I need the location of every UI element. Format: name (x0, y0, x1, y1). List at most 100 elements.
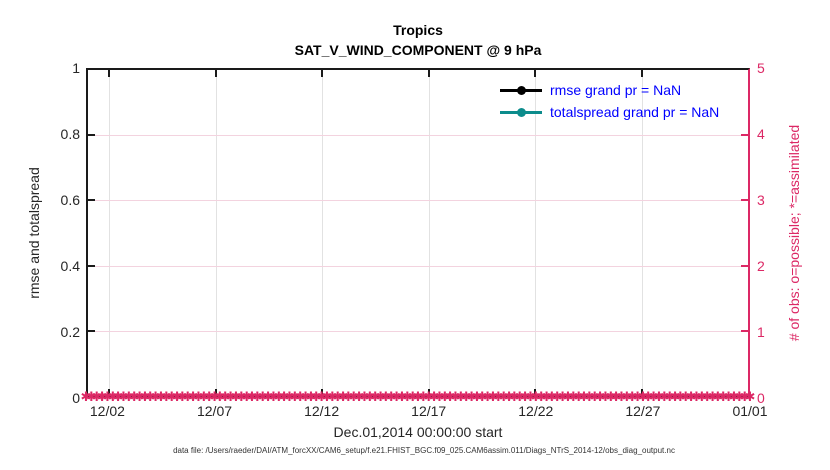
y-right-tick-label: 5 (757, 60, 765, 76)
obs-marker: ✱ (294, 390, 306, 405)
obs-marker: ✱ (567, 390, 579, 405)
obs-marker: ✱ (701, 390, 713, 405)
obs-marker: ✱ (583, 390, 595, 405)
obs-marker: ✱ (455, 390, 467, 405)
obs-marker: ✱ (358, 390, 370, 405)
obs-marker: ✱ (508, 390, 520, 405)
obs-marker-band: ✱ ✱ ✱ ✱ ✱ ✱ ✱ ✱ ✱ ✱ ✱ ✱ ✱ ✱ ✱ ✱ ✱ ✱ ✱ ✱ ✱ ✱ ✱ ✱ ✱ ✱ ✱ ✱ ✱ ✱ ✱ ✱ ✱ ✱ ✱ ✱ ✱ ✱ ✱ ✱… (80, 390, 756, 406)
x-tick-label: 12/22 (518, 403, 554, 419)
obs-marker: ✱ (160, 390, 172, 405)
obs-marker: ✱ (241, 390, 253, 405)
obs-marker: ✱ (637, 390, 649, 405)
obs-marker: ✱ (101, 390, 113, 405)
obs-marker: ✱ (96, 390, 108, 405)
obs-marker: ✱ (733, 390, 745, 405)
y-left-tick-label: 0.4 (60, 258, 80, 274)
obs-marker: ✱ (246, 390, 258, 405)
y-right-tick-label: 2 (757, 258, 765, 274)
obs-marker: ✱ (219, 390, 231, 405)
obs-marker: ✱ (187, 390, 199, 405)
obs-marker: ✱ (80, 390, 92, 405)
obs-marker: ✱ (696, 390, 708, 405)
obs-marker: ✱ (257, 390, 269, 405)
obs-marker: ✱ (562, 390, 574, 405)
obs-marker: ✱ (91, 390, 103, 405)
obs-marker: ✱ (375, 390, 386, 405)
y-tick-mark-left (88, 264, 95, 267)
obs-marker: ✱ (128, 390, 140, 405)
vertical-gridline (428, 70, 430, 396)
obs-marker: ✱ (123, 390, 135, 405)
obs-marker: ✱ (530, 390, 542, 405)
y-tick-mark-left (88, 134, 95, 137)
y-tick-mark-right (741, 329, 748, 332)
obs-marker: ✱ (182, 390, 194, 405)
obs-marker: ✱ (107, 390, 119, 405)
obs-marker: ✱ (112, 390, 124, 405)
obs-marker: ✱ (396, 390, 408, 405)
obs-marker: ✱ (321, 390, 333, 405)
obs-marker: ✱ (267, 390, 279, 405)
x-tick-mark-bottom (108, 389, 111, 396)
obs-marker: ✱ (723, 390, 735, 405)
y-left-tick-label: 1 (72, 60, 80, 76)
y-left-tick-label: 0 (72, 390, 80, 406)
x-tick-label: 01/01 (732, 403, 768, 419)
horizontal-gridline (88, 330, 748, 332)
y-right-tick-label: 0 (757, 390, 765, 406)
obs-marker: ✱ (273, 390, 285, 405)
obs-marker: ✱ (433, 390, 445, 405)
obs-marker: ✱ (171, 390, 183, 405)
legend-item: rmse grand pr = NaN (500, 79, 719, 101)
plot-title: Tropics (393, 22, 443, 38)
obs-marker: ✱ (460, 390, 472, 405)
obs-marker: ✱ (150, 390, 162, 405)
obs-marker: ✱ (337, 390, 349, 405)
obs-marker: ✱ (353, 390, 365, 405)
obs-marker: ✱ (728, 390, 740, 405)
obs-marker: ✱ (385, 390, 397, 405)
obs-marker: ✱ (653, 390, 665, 405)
y-right-tick-label: 4 (757, 126, 765, 142)
obs-marker: ✱ (664, 390, 676, 405)
x-tick-mark-top (427, 70, 430, 77)
obs-marker: ✱ (192, 390, 204, 405)
x-tick-mark-bottom (214, 389, 217, 396)
y-tick-mark-right (741, 199, 748, 202)
data-file-footer: data file: /Users/raeder/DAI/ATM_forcXX/… (173, 446, 675, 455)
obs-marker: ✱ (417, 390, 429, 405)
obs-marker: ✱ (423, 390, 435, 405)
obs-marker: ✱ (498, 390, 510, 405)
obs-marker: ✱ (642, 390, 654, 405)
obs-marker: ✱ (546, 390, 558, 405)
obs-marker: ✱ (225, 390, 237, 405)
x-tick-mark-top (640, 70, 643, 77)
obs-marker: ✱ (476, 390, 488, 405)
legend-line-sample (500, 101, 542, 123)
x-tick-mark-top (214, 70, 217, 77)
y-right-tick-label: 1 (757, 324, 765, 340)
vertical-gridline (322, 70, 324, 396)
legend: rmse grand pr = NaN totalspread grand pr … (500, 79, 719, 123)
obs-marker: ✱ (134, 390, 145, 405)
y-left-tick-label: 0.2 (60, 324, 80, 340)
obs-marker: ✱ (380, 390, 392, 405)
obs-marker: ✱ (289, 390, 301, 405)
obs-marker: ✱ (551, 390, 563, 405)
obs-marker: ✱ (326, 390, 338, 405)
obs-marker: ✱ (648, 390, 660, 405)
obs-marker: ✱ (557, 390, 569, 405)
obs-marker: ✱ (466, 390, 477, 405)
obs-marker: ✱ (369, 390, 381, 405)
obs-marker: ✱ (214, 390, 226, 405)
x-tick-mark-bottom (640, 389, 643, 396)
title-block: Tropics SAT_V_WIND_COMPONENT @ 9 hPa (86, 21, 750, 60)
x-tick-mark-top (321, 70, 324, 77)
obs-marker: ✱ (439, 390, 451, 405)
y-tick-mark-left (88, 199, 95, 202)
obs-marker: ✱ (658, 390, 670, 405)
obs-marker: ✱ (203, 390, 215, 405)
obs-marker: ✱ (632, 390, 643, 405)
obs-marker: ✱ (332, 390, 344, 405)
obs-marker: ✱ (605, 390, 617, 405)
